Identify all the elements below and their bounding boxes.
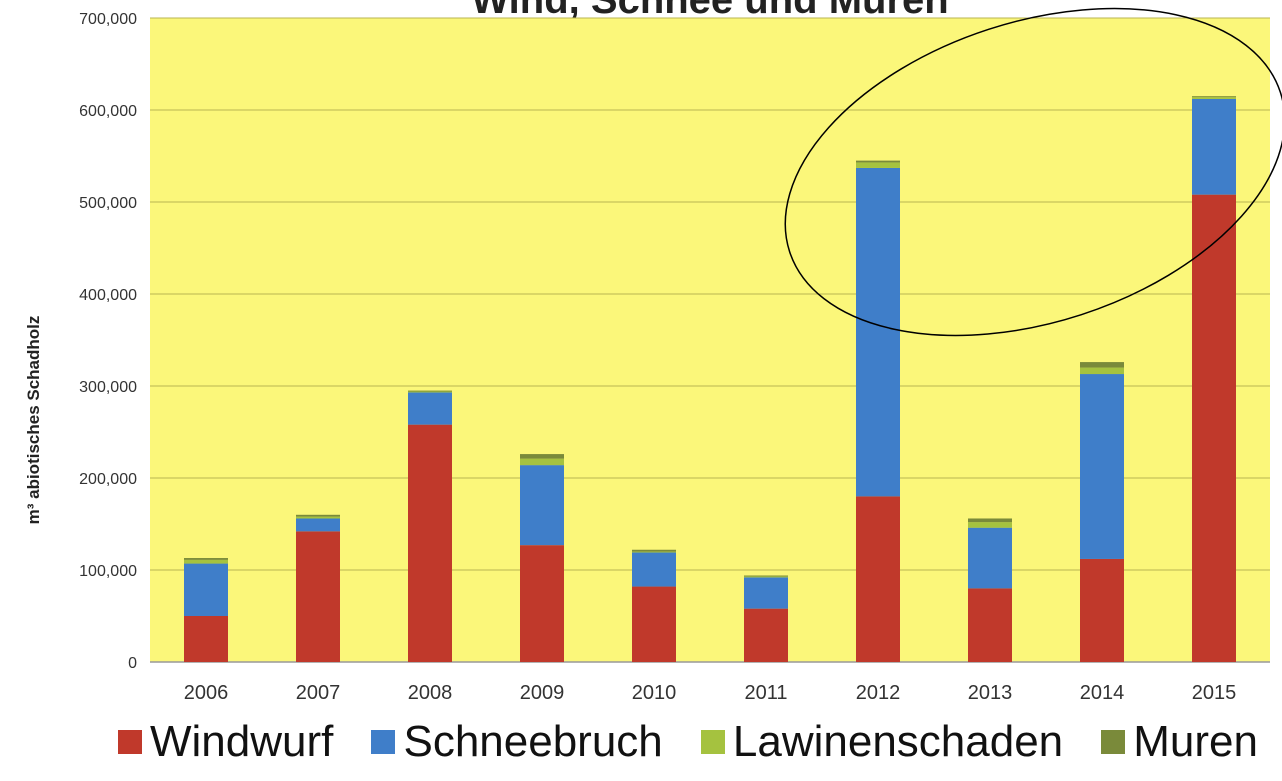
bar-segment-muren <box>184 558 228 560</box>
bar-segment-lawinenschaden <box>408 391 452 393</box>
x-tick-label: 2010 <box>632 682 677 704</box>
bar-segment-windwurf <box>856 496 900 662</box>
bar-segment-windwurf <box>1080 558 1124 662</box>
bar-segment-schneebruch <box>1080 374 1124 559</box>
x-tick-label: 2008 <box>408 682 453 704</box>
bar-segment-schneebruch <box>632 552 676 587</box>
bar-segment-muren <box>1192 96 1236 98</box>
bar-segment-lawinenschaden <box>968 522 1012 528</box>
legend-label: Lawinenschaden <box>732 717 1064 766</box>
bar-segment-lawinenschaden <box>1192 97 1236 99</box>
bar-segment-muren <box>632 549 676 552</box>
x-tick-label: 2014 <box>1080 682 1125 704</box>
bar-segment-muren <box>744 575 788 577</box>
bar-segment-muren <box>408 390 452 392</box>
y-tick-label: 700,000 <box>79 11 137 28</box>
y-tick-label: 400,000 <box>79 287 137 304</box>
legend-label: Muren <box>1133 717 1258 766</box>
y-tick-label: 500,000 <box>79 195 137 212</box>
bar-segment-schneebruch <box>1192 98 1236 195</box>
legend-item: Lawinenschaden <box>700 717 1064 767</box>
legend-swatch <box>371 730 396 754</box>
bar-segment-windwurf <box>744 608 788 662</box>
bar-segment-lawinenschaden <box>632 551 676 553</box>
y-tick-label: 0 <box>128 655 137 672</box>
bar-segment-lawinenschaden <box>184 559 228 564</box>
bar-segment-lawinenschaden <box>856 162 900 168</box>
bar-segment-lawinenschaden <box>296 516 340 519</box>
legend-swatch <box>118 730 142 754</box>
bar-segment-muren <box>296 514 340 517</box>
bar-segment-muren <box>968 518 1012 523</box>
y-tick-label: 600,000 <box>79 103 137 120</box>
y-tick-label: 100,000 <box>79 563 137 580</box>
bar-segment-windwurf <box>408 424 452 662</box>
bar-segment-windwurf <box>184 616 228 662</box>
bar-segment-windwurf <box>632 586 676 662</box>
x-tick-label: 2012 <box>856 682 901 704</box>
bar-segment-schneebruch <box>184 563 228 616</box>
bar-segment-schneebruch <box>520 465 564 546</box>
bar-segment-schneebruch <box>968 527 1012 589</box>
x-tick-label: 2015 <box>1192 682 1237 704</box>
legend-item: Muren <box>1101 717 1258 767</box>
bar-segment-windwurf <box>1192 194 1236 662</box>
x-tick-label: 2006 <box>184 682 229 704</box>
bar-segment-lawinenschaden <box>1080 367 1124 375</box>
chart-title: Wind, Schnee und Muren <box>471 0 949 22</box>
y-tick-label: 200,000 <box>79 471 137 488</box>
legend-item: Windwurf <box>118 717 333 767</box>
bar-segment-schneebruch <box>296 518 340 532</box>
x-tick-label: 2009 <box>520 682 565 704</box>
highlight-ellipse <box>784 7 1282 337</box>
bar-segment-windwurf <box>968 588 1012 662</box>
legend-swatch <box>700 730 725 754</box>
bar-segment-lawinenschaden <box>744 576 788 578</box>
bar-segment-schneebruch <box>408 392 452 425</box>
bar-segment-lawinenschaden <box>520 458 564 466</box>
legend-label: Windwurf <box>150 717 334 766</box>
legend: Windwurf Schneebruch Lawinenschaden Muren <box>118 712 1258 772</box>
y-tick-label: 300,000 <box>79 379 137 396</box>
x-tick-label: 2013 <box>968 682 1013 704</box>
stacked-bar-chart: 0 100,000 200,000 300,000 400,000 500,000 600,… <box>79 7 1282 704</box>
bar-segment-muren <box>856 160 900 163</box>
bar-segment-muren <box>520 454 564 459</box>
x-tick-label: 2007 <box>296 682 341 704</box>
legend-item: Schneebruch <box>371 717 663 767</box>
legend-swatch <box>1101 730 1126 754</box>
legend-label: Schneebruch <box>403 717 663 766</box>
bar-segment-windwurf <box>520 545 564 662</box>
bar-segment-muren <box>1080 362 1124 368</box>
bar-segment-schneebruch <box>856 167 900 497</box>
bar-segment-windwurf <box>296 531 340 662</box>
x-tick-label: 2011 <box>744 682 787 704</box>
bar-segment-schneebruch <box>744 577 788 609</box>
